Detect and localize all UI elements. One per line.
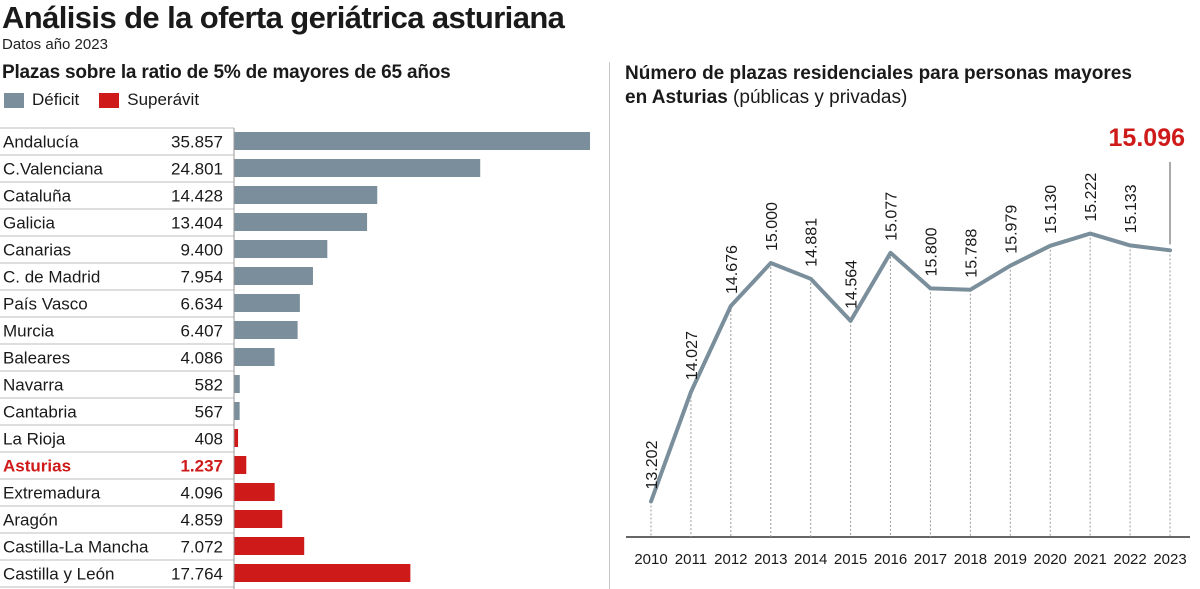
line-chart-title: Número de plazas residenciales para pers… <box>625 62 1132 110</box>
bar-value-label: 567 <box>195 403 223 422</box>
line-point-label: 14.881 <box>804 218 821 267</box>
line-series <box>649 231 1172 504</box>
legend-deficit-label: Déficit <box>32 90 80 109</box>
legend-deficit-swatch <box>4 92 24 108</box>
line-x-tick-label: 2018 <box>954 551 987 568</box>
panel-divider <box>609 62 610 589</box>
line-x-tick-label: 2023 <box>1153 551 1186 568</box>
bar-region-label: Andalucía <box>3 133 79 152</box>
bar-region-label: País Vasco <box>3 295 88 314</box>
bar-deficit <box>234 267 313 285</box>
bar-deficit <box>234 132 590 150</box>
bar-deficit <box>234 402 240 420</box>
bar-value-label: 7.072 <box>180 538 223 557</box>
line-point-label: 15.800 <box>923 227 940 276</box>
bar-deficit <box>234 294 300 312</box>
line-point-label: 15.130 <box>1043 185 1060 234</box>
line-point-label: 15.222 <box>1083 173 1100 222</box>
bar-region-label: Murcia <box>3 322 55 341</box>
bar-value-label: 7.954 <box>180 268 223 287</box>
bar-region-label: Baleares <box>3 349 70 368</box>
bar-region-label: Cataluña <box>3 187 72 206</box>
line-point-label: 15.077 <box>884 192 901 241</box>
bar-region-label: Extremadura <box>3 484 101 503</box>
bar-deficit <box>234 186 378 204</box>
bar-deficit <box>234 213 368 231</box>
bar-deficit <box>234 159 481 177</box>
line-x-tick-label: 2011 <box>675 551 707 568</box>
bar-value-label: 6.634 <box>180 295 223 314</box>
line-x-tick-label: 2012 <box>714 551 747 568</box>
line-x-tick-label: 2016 <box>874 551 907 568</box>
bar-region-label: C.Valenciana <box>3 160 103 179</box>
bar-chart-title: Plazas sobre la ratio de 5% de mayores d… <box>2 62 451 83</box>
line-point-label: 14.564 <box>844 260 861 309</box>
line-x-tick-label: 2019 <box>994 551 1027 568</box>
line-point-label: 14.676 <box>724 245 741 294</box>
line-chart-title-bold-2: en Asturias <box>625 87 728 108</box>
bar-value-label: 4.096 <box>180 484 223 503</box>
bar-region-label: Asturias <box>3 457 71 476</box>
line-point-label: 15.979 <box>1003 205 1020 254</box>
bar-deficit <box>234 375 240 393</box>
line-point-label: 14.027 <box>684 331 701 380</box>
bar-deficit <box>234 348 275 366</box>
bar-value-label: 13.404 <box>171 214 223 233</box>
bar-superavit <box>234 429 239 447</box>
bar-superavit <box>234 483 275 501</box>
bar-region-label: Castilla-La Mancha <box>3 538 149 557</box>
bar-superavit <box>234 510 283 528</box>
line-chart-title-regular: (públicas y privadas) <box>727 87 908 108</box>
bar-value-label: 4.086 <box>180 349 223 368</box>
line-x-tick-label: 2015 <box>834 551 867 568</box>
bar-region-label: Galicia <box>3 214 56 233</box>
bar-value-label: 9.400 <box>180 241 223 260</box>
line-x-tick-label: 2014 <box>794 551 827 568</box>
bar-region-label: Navarra <box>3 376 64 395</box>
line-x-tick-label: 2010 <box>634 551 667 568</box>
line-x-tick-label: 2022 <box>1113 551 1146 568</box>
line-point-label: 15.000 <box>764 202 781 251</box>
bar-value-label: 17.764 <box>171 565 223 584</box>
bar-region-label: La Rioja <box>3 430 66 449</box>
legend-superavit-label: Superávit <box>127 90 200 109</box>
bar-region-label: Aragón <box>3 511 58 530</box>
bar-superavit <box>234 564 411 582</box>
bar-value-label: 6.407 <box>180 322 223 341</box>
bar-value-label: 14.428 <box>171 187 223 206</box>
bar-value-label: 35.857 <box>171 133 223 152</box>
bar-superavit <box>234 456 247 474</box>
line-x-tick-label: 2020 <box>1034 551 1067 568</box>
line-x-tick-label: 2017 <box>914 551 947 568</box>
bar-chart-legend: Déficit Superávit <box>4 90 219 110</box>
line-x-tick-label: 2021 <box>1073 551 1106 568</box>
line-highlight-value: 15.096 <box>1109 124 1185 152</box>
bar-superavit <box>234 537 305 555</box>
line-point-label: 15.133 <box>1123 184 1140 233</box>
bar-region-label: Castilla y León <box>3 565 115 584</box>
bar-region-label: C. de Madrid <box>3 268 100 287</box>
bar-deficit <box>234 321 298 339</box>
bar-value-label: 4.859 <box>180 511 223 530</box>
legend-superavit: Superávit <box>99 90 199 110</box>
line-point-label: 15.788 <box>963 229 980 278</box>
page-subtitle: Datos año 2023 <box>2 36 108 53</box>
line-x-tick-label: 2013 <box>754 551 787 568</box>
bar-region-label: Canarias <box>3 241 71 260</box>
bar-deficit <box>234 240 328 258</box>
line-point-label: 13.202 <box>644 440 661 489</box>
line-chart-title-bold: Número de plazas residenciales para pers… <box>625 63 1132 84</box>
legend-superavit-swatch <box>99 92 120 108</box>
bar-value-label: 582 <box>195 376 223 395</box>
page-title: Análisis de la oferta geriátrica asturia… <box>2 0 565 35</box>
bar-value-label: 1.237 <box>180 457 223 476</box>
bar-value-label: 408 <box>195 430 223 449</box>
legend-deficit: Déficit <box>4 90 79 110</box>
bar-value-label: 24.801 <box>171 160 223 179</box>
bar-region-label: Cantabria <box>3 403 77 422</box>
